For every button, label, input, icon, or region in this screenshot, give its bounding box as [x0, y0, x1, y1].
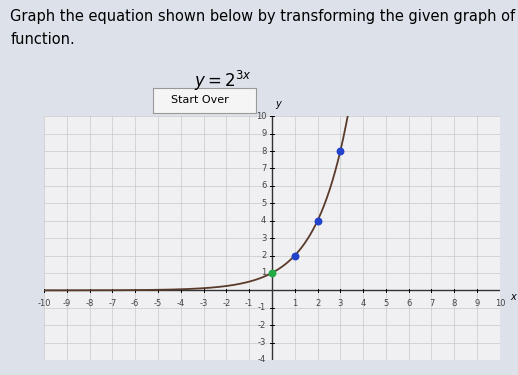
Text: 9: 9: [261, 129, 266, 138]
Point: [291, 252, 299, 258]
Text: 10: 10: [495, 299, 505, 308]
Text: -3: -3: [258, 338, 266, 347]
Text: 2: 2: [315, 299, 320, 308]
Text: -4: -4: [258, 356, 266, 364]
Text: 6: 6: [261, 182, 266, 190]
Text: x: x: [511, 292, 516, 302]
Text: y: y: [275, 99, 281, 109]
Text: 3: 3: [338, 299, 343, 308]
Text: 9: 9: [474, 299, 480, 308]
Text: -7: -7: [108, 299, 117, 308]
Text: -3: -3: [199, 299, 208, 308]
Text: 8: 8: [261, 147, 266, 156]
Text: 5: 5: [261, 199, 266, 208]
Text: 2: 2: [261, 251, 266, 260]
Text: -10: -10: [37, 299, 51, 308]
Text: Start Over: Start Over: [170, 95, 228, 105]
Text: -1: -1: [245, 299, 253, 308]
Text: 4: 4: [261, 216, 266, 225]
Text: -9: -9: [63, 299, 71, 308]
Point: [336, 148, 344, 154]
Point: [313, 218, 322, 224]
Text: 5: 5: [383, 299, 388, 308]
Text: 7: 7: [429, 299, 434, 308]
Point: [268, 270, 276, 276]
Text: -2: -2: [258, 321, 266, 330]
Text: -5: -5: [154, 299, 162, 308]
Text: 7: 7: [261, 164, 266, 173]
Text: 4: 4: [361, 299, 366, 308]
Text: 1: 1: [261, 268, 266, 278]
Text: $y = 2^{3x}$: $y = 2^{3x}$: [194, 69, 252, 93]
Text: -8: -8: [85, 299, 94, 308]
Text: -1: -1: [258, 303, 266, 312]
Text: 8: 8: [452, 299, 457, 308]
Text: -4: -4: [177, 299, 185, 308]
Text: 6: 6: [406, 299, 411, 308]
Text: -2: -2: [222, 299, 231, 308]
Text: Graph the equation shown below by transforming the given graph of the parent: Graph the equation shown below by transf…: [10, 9, 518, 24]
Text: 10: 10: [256, 112, 266, 121]
Text: 3: 3: [261, 234, 266, 243]
Text: -6: -6: [131, 299, 139, 308]
Text: function.: function.: [10, 32, 75, 47]
Text: 1: 1: [292, 299, 297, 308]
